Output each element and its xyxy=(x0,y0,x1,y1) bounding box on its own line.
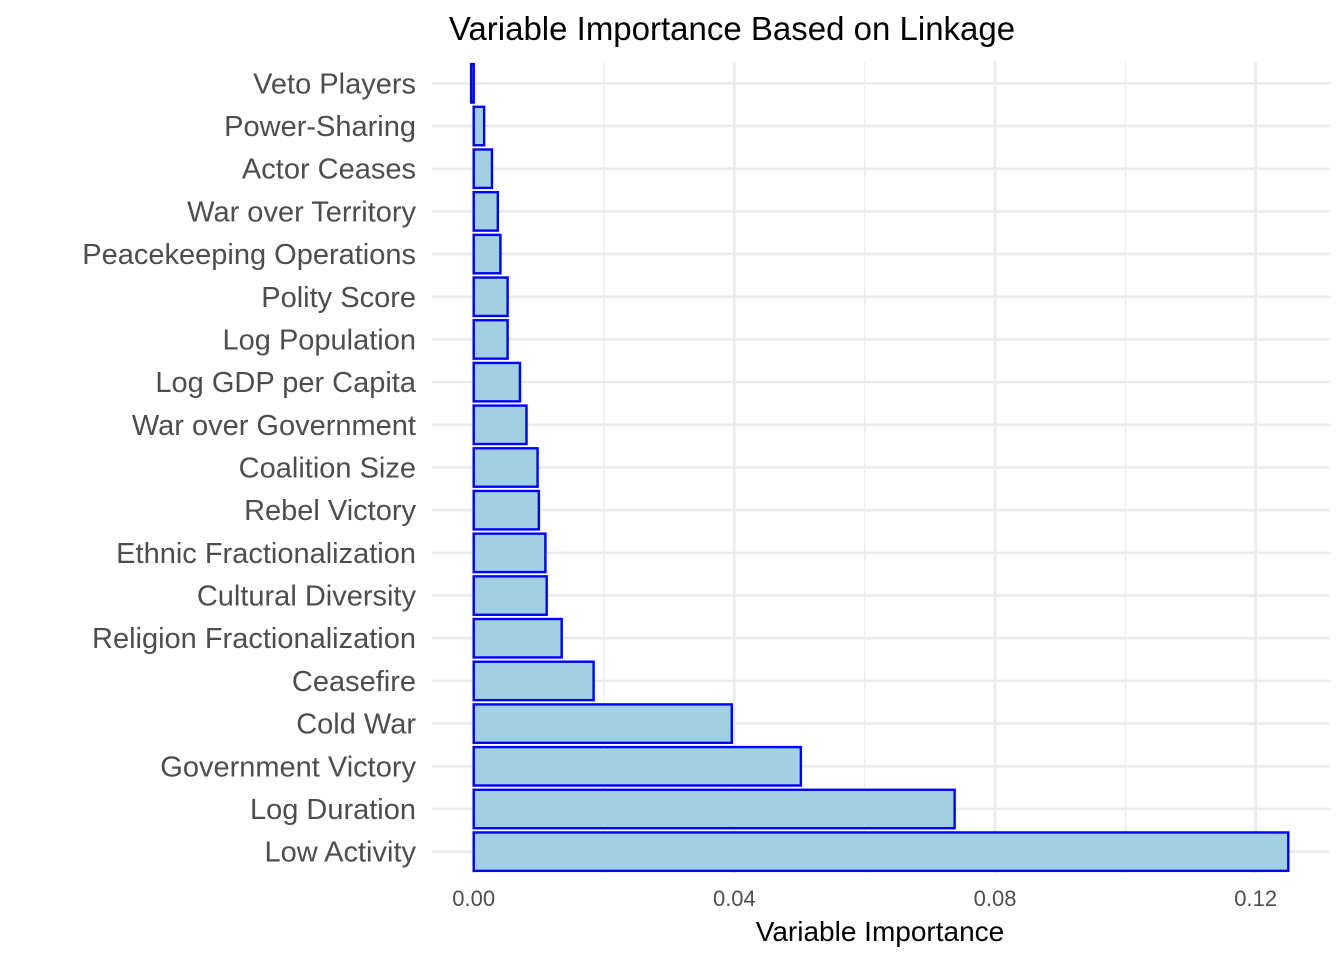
y-tick-label: Power-Sharing xyxy=(224,111,416,143)
bar xyxy=(472,233,502,275)
bar xyxy=(472,788,956,830)
y-tick-label: Log Duration xyxy=(250,794,416,826)
x-tick-label: 0.12 xyxy=(1234,886,1277,911)
x-tick-label: 0.08 xyxy=(974,886,1017,911)
bar xyxy=(472,617,563,659)
y-tick-label: Log Population xyxy=(223,324,417,356)
bar xyxy=(472,276,509,318)
bar xyxy=(472,489,541,531)
category-labels: Low Activity Log Duration Government Victo… xyxy=(82,68,417,868)
y-tick-label: War over Government xyxy=(132,410,416,442)
y-tick-label: Ceasefire xyxy=(292,666,416,698)
y-tick-label: Veto Players xyxy=(253,68,416,100)
bar xyxy=(472,660,595,702)
bar xyxy=(472,190,500,232)
bar xyxy=(472,148,494,190)
bar xyxy=(472,105,486,147)
y-tick-label: Polity Score xyxy=(261,282,416,314)
y-tick-label: Peacekeeping Operations xyxy=(82,239,416,271)
bar xyxy=(472,703,733,745)
y-tick-label: Cultural Diversity xyxy=(197,581,417,613)
x-tick-labels: 0.00 0.04 0.08 0.12 xyxy=(452,886,1277,911)
y-tick-label: Cold War xyxy=(296,709,416,741)
y-tick-label: Ethnic Fractionalization xyxy=(116,538,416,570)
bar xyxy=(472,447,539,488)
y-tick-label: Government Victory xyxy=(160,751,416,783)
bar xyxy=(472,831,1290,873)
bar xyxy=(472,319,509,360)
y-tick-label: Log GDP per Capita xyxy=(155,367,416,399)
chart-title: Variable Importance Based on Linkage xyxy=(449,10,1015,47)
bar xyxy=(472,745,803,787)
bars xyxy=(469,62,1290,873)
bar xyxy=(472,532,547,574)
x-tick-label: 0.00 xyxy=(452,886,495,911)
y-tick-label: War over Territory xyxy=(187,196,416,228)
bar xyxy=(472,404,528,446)
y-tick-label: Religion Fractionalization xyxy=(92,623,416,655)
y-tick-label: Coalition Size xyxy=(239,453,416,485)
x-axis-title: Variable Importance xyxy=(756,916,1005,947)
y-tick-label: Low Activity xyxy=(265,837,417,869)
bar xyxy=(472,575,548,616)
bar xyxy=(469,62,475,104)
y-tick-label: Rebel Victory xyxy=(244,495,416,527)
bar xyxy=(472,361,522,403)
y-tick-label: Actor Ceases xyxy=(242,154,416,186)
x-tick-label: 0.04 xyxy=(713,886,756,911)
